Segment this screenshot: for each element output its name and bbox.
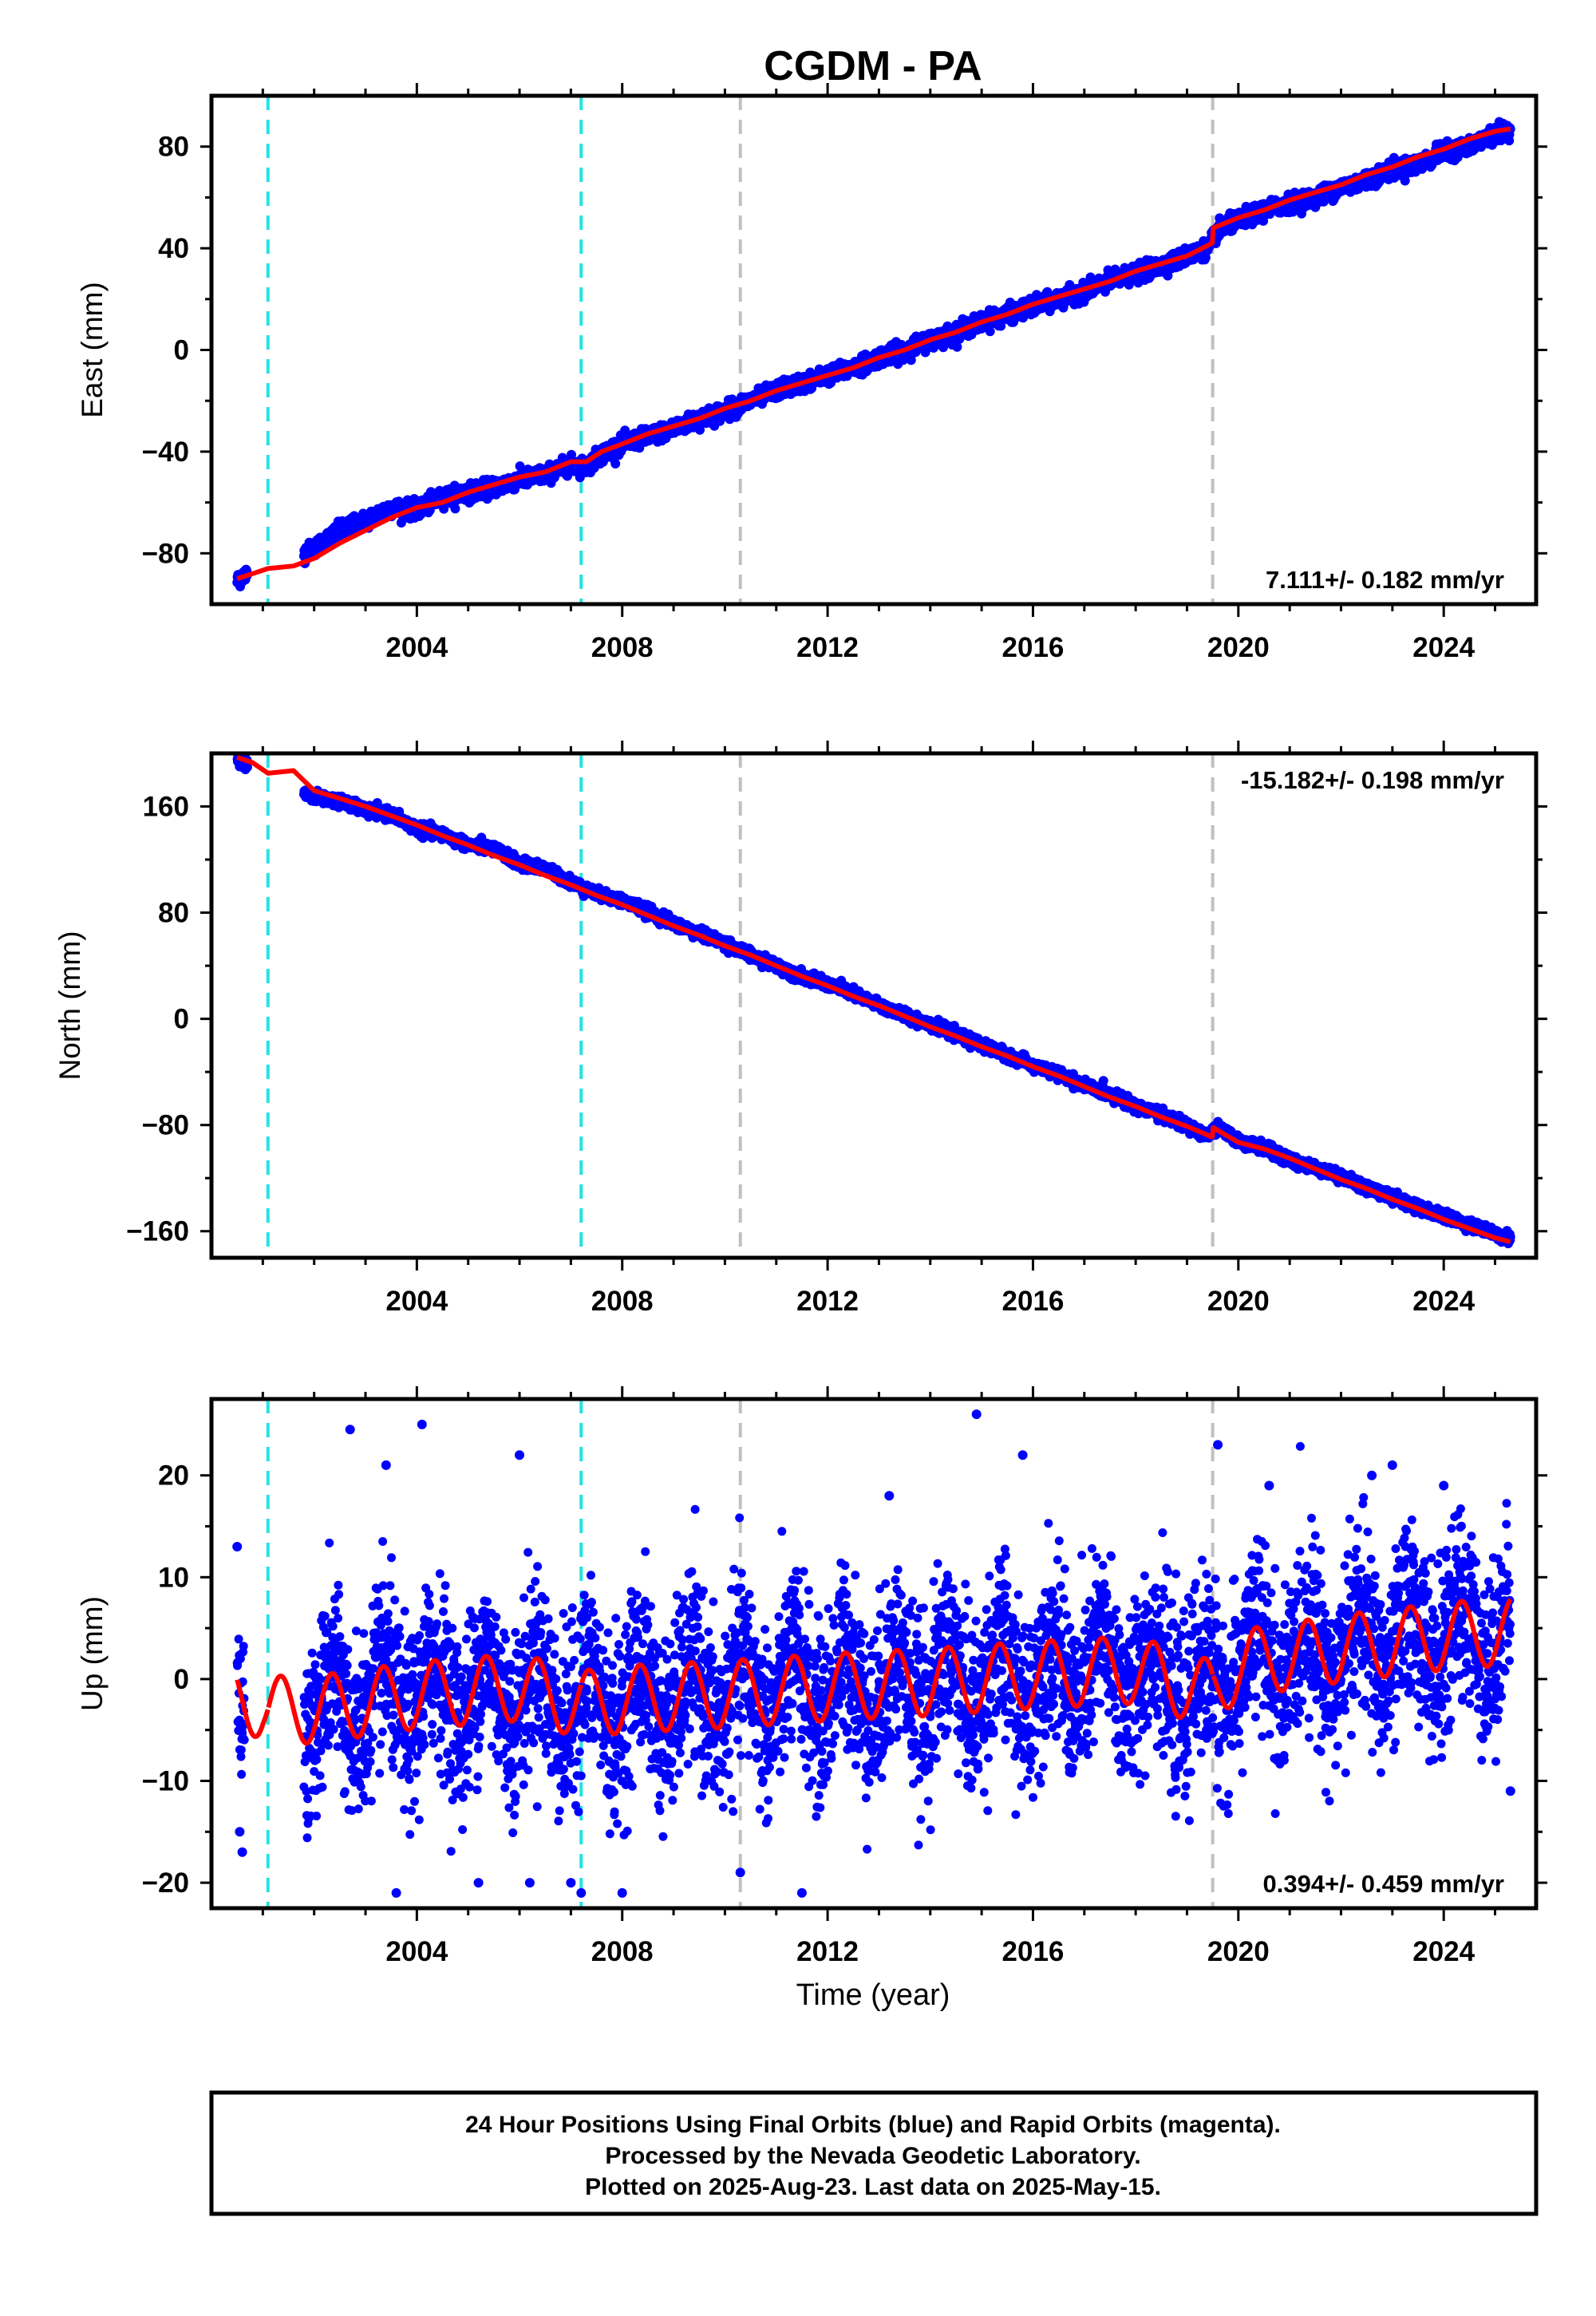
east-xtick-label: 2012 [796,632,859,663]
east-ytick-label: 40 [158,233,189,264]
east-plot-area [232,96,1515,604]
east-xtick-label: 2016 [1002,632,1065,663]
east-xtick-label: 2004 [385,632,448,663]
east-point [450,504,460,514]
north-plot-area [232,753,1515,1258]
figure-title: CGDM - PA [764,43,982,89]
east-point [515,461,525,472]
east-xtick-label: 2020 [1207,632,1270,663]
east-ytick-label: −40 [142,437,189,468]
east-ytick-label: −80 [142,538,189,569]
east-xtick-label: 2024 [1412,632,1475,663]
east-panel: −80 −40 0 40 80 2004 2008 2012 2016 2020 2024 East … [76,83,1547,663]
east-xtick-label: 2008 [591,632,654,663]
east-y-axis-label: East (mm) [76,282,109,418]
east-ytick-label: 80 [158,132,189,163]
east-rate-label: 7.111+/- 0.182 mm/yr [1266,566,1504,594]
east-point [610,459,621,468]
east-ytick-label: 0 [174,335,189,366]
